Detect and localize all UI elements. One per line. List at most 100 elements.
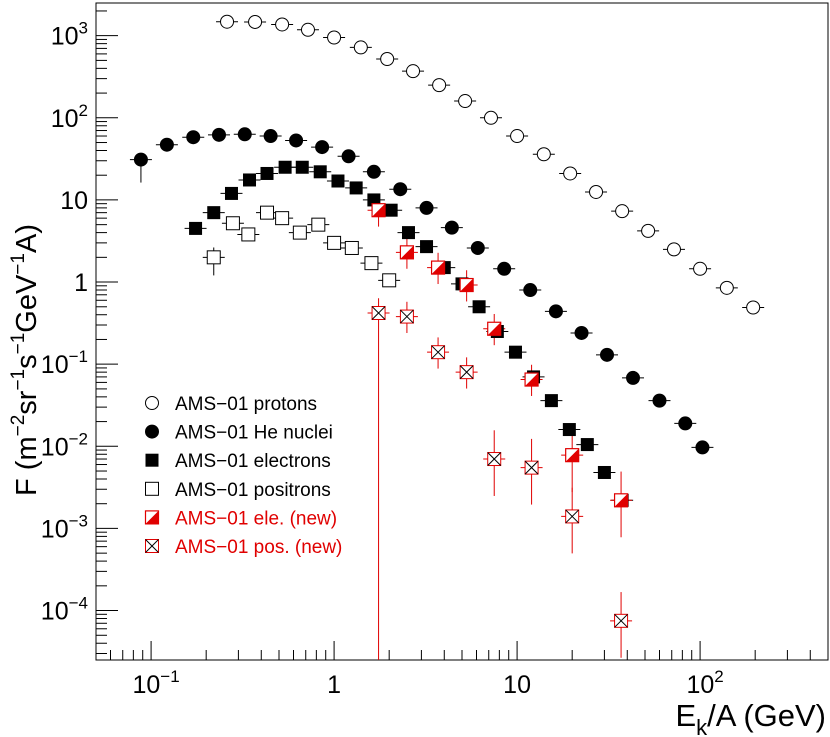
y-tick-label: 10−2 [41,429,88,461]
marker-cross [487,452,502,466]
legend-label: AMS−01 pos. (new) [175,537,342,558]
marker-fill [565,448,579,462]
data-point [327,30,342,45]
legend-label: AMS−01 ele. (new) [175,508,337,529]
data-point [331,174,345,188]
marker-fill [431,261,445,275]
data-point [399,309,414,324]
data-point [237,127,252,142]
data-point [589,184,604,199]
data-point [615,204,630,219]
data-point [275,17,290,32]
data-point [366,164,381,179]
x-tick-label: 10 [503,671,531,699]
data-point [536,147,551,162]
data-point [225,216,240,231]
data-point [431,345,446,360]
data-point [458,94,473,109]
data-point [430,260,446,275]
x-tick-label: 102 [686,667,723,699]
x-axis-tick-labels: 10−1 1 10 102 [132,667,723,699]
y-tick-label: 10−3 [41,511,88,543]
data-point [695,440,710,455]
data-point [278,160,292,174]
x-axis-label-base: E [675,698,696,733]
data-point [211,127,226,142]
marker-fill [372,203,386,217]
data-point [565,448,580,463]
data-point [565,509,580,524]
data-point [470,240,485,255]
data-point [313,165,327,179]
x-axis-label-rest: /A (GeV) [707,698,826,733]
data-point [292,225,307,240]
marker-cross [371,306,386,320]
data-point [524,372,539,387]
data-point [544,394,558,408]
data-point [406,64,421,79]
data-point [384,203,398,217]
error-bars [129,21,765,660]
data-point [483,110,498,125]
marker-cross [565,509,580,524]
x-axis-label-sub: k [696,715,708,737]
data-point [380,52,395,67]
y-axis-label-exp4: −1 [8,253,29,275]
data-point [666,242,681,257]
y-axis-label-exp1: −2 [8,415,29,437]
x-tick-label: 1 [327,671,341,699]
legend-item: AMS−01 ele. (new) [144,508,337,529]
data-point [353,40,368,55]
marker-fill [460,278,474,292]
data-point [263,129,278,144]
data-point [207,206,221,220]
legend-item: AMS−01 He nuclei [145,423,333,444]
data-point [399,245,415,260]
data-point [600,347,615,362]
data-point [614,613,629,628]
data-point [315,140,330,155]
legend-marker [145,396,159,410]
data-point [186,130,201,145]
data-point [497,261,512,276]
y-axis-label-mid2: s [11,354,43,369]
data-point [248,14,263,29]
data-point [459,277,474,293]
legend-item: AMS−01 protons [145,394,317,415]
data-point [746,300,761,315]
legend-marker [145,539,159,553]
y-tick-label: 10−4 [41,594,88,626]
marker-fill [525,373,539,387]
y-tick-label: 102 [51,101,88,133]
data-point [295,160,309,174]
data-point [401,226,415,240]
legend-marker [145,453,159,467]
data-point [678,416,693,431]
data-point [311,217,326,232]
data-point [419,200,434,215]
legend-label: AMS−01 electrons [175,451,331,472]
data-point [289,133,304,148]
y-tick-label: 10 [60,187,88,215]
data-point [580,438,594,452]
data-point [523,283,538,298]
legend-marker [144,510,160,525]
data-point [693,261,708,276]
data-point [206,250,221,265]
data-point [487,321,502,336]
data-point [341,149,356,164]
x-tick-label: 10−1 [132,667,179,699]
marker-cross [524,460,539,475]
marker-cross [145,539,159,553]
data-point [243,173,257,187]
data-point [420,240,434,254]
marker-cross [459,365,474,379]
data-point [626,370,641,385]
data-point [260,205,275,220]
data-point [382,273,397,288]
marker-fill [614,493,628,507]
legend-marker [145,481,159,496]
y-axis-label-exp3: −1 [8,333,29,355]
y-tick-label: 1 [74,269,88,297]
